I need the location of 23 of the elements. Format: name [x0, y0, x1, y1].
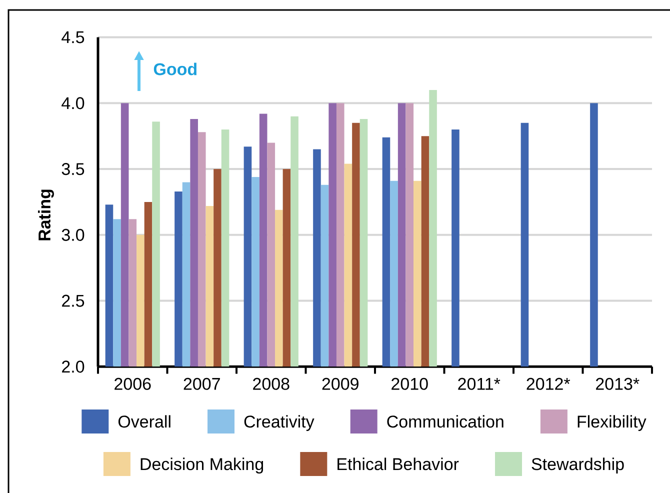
- y-tick-label: 4.5: [62, 31, 84, 44]
- y-tick-label: 3.0: [62, 228, 84, 241]
- legend-label: Flexibility: [578, 415, 646, 432]
- y-tick-label: 2.0: [62, 360, 84, 373]
- x-tick-label: 2010: [392, 378, 428, 390]
- x-tick-label: 2013*: [596, 378, 640, 390]
- legend-label: Communication: [387, 415, 504, 428]
- legend-label: Ethical Behavior: [338, 458, 459, 470]
- x-tick-label: 2007: [184, 378, 220, 390]
- legend-label: Stewardship: [532, 458, 624, 474]
- x-tick-label: 2011*: [458, 378, 500, 390]
- x-tick-label: 2006: [114, 378, 151, 390]
- x-tick-label: 2009: [322, 378, 358, 390]
- y-tick-label: 2.5: [62, 294, 84, 307]
- legend-label: Overall: [118, 415, 170, 428]
- y-tick-label: 3.5: [62, 163, 84, 176]
- y-tick-label: 4.0: [62, 97, 84, 110]
- annotation: Good: [154, 62, 196, 76]
- y-axis-title: Rating: [38, 190, 54, 240]
- legend-label: Decision Making: [140, 458, 264, 474]
- x-tick-label: 2008: [253, 378, 290, 390]
- x-tick-label: 2012*: [526, 378, 570, 390]
- legend-label: Creativity: [244, 415, 314, 432]
